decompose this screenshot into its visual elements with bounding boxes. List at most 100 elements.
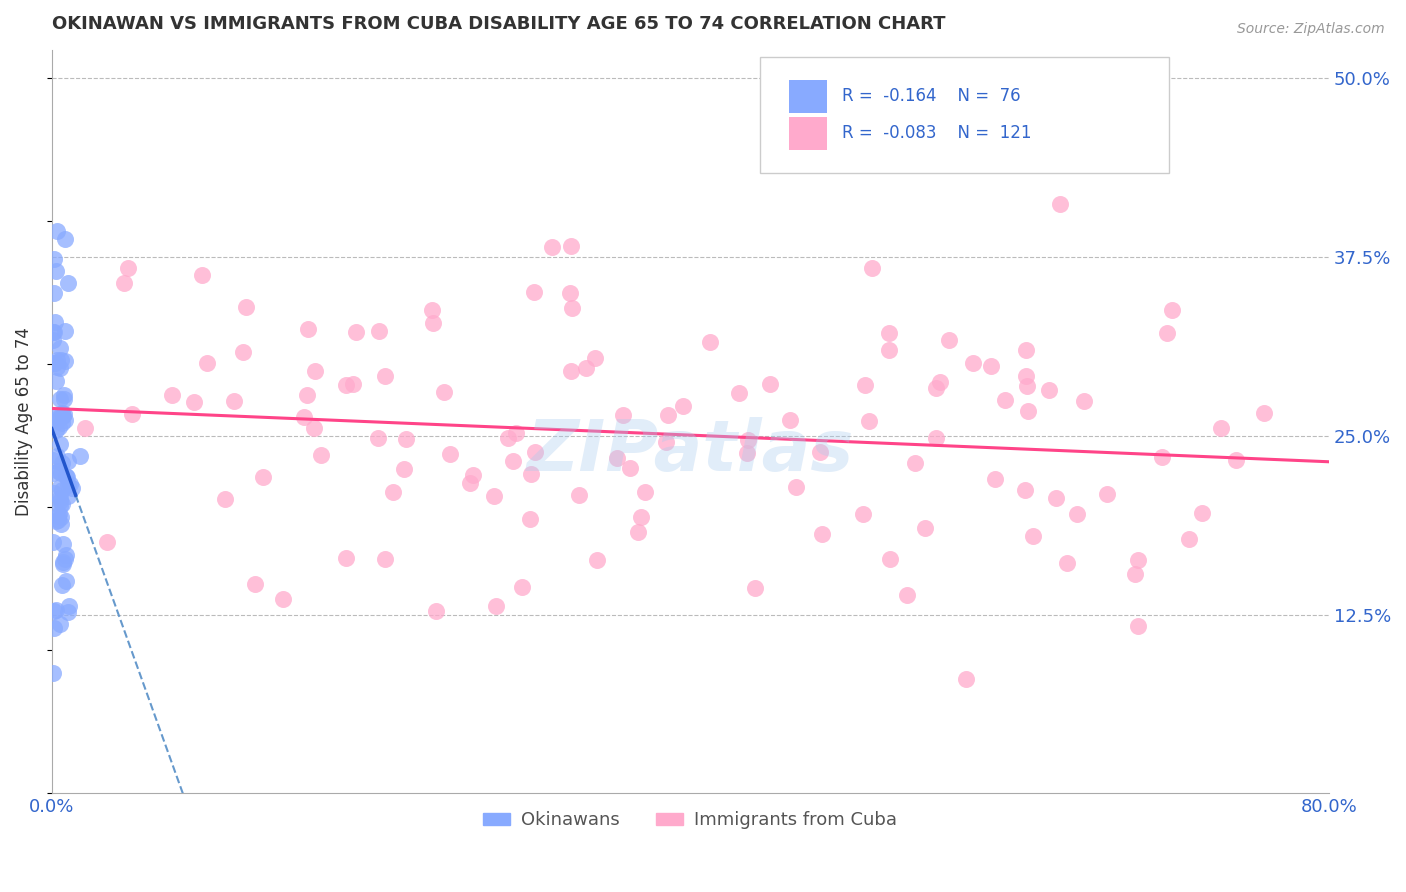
Point [183, 395, 205, 409]
Point [41, 665, 63, 680]
Y-axis label: Disability Age 65 to 74: Disability Age 65 to 74 [15, 327, 32, 516]
Point [523, 445, 546, 459]
Point [190, 268, 212, 283]
Point [45, 514, 67, 528]
Point [1156, 326, 1178, 341]
Point [560, 364, 582, 378]
Point [496, 431, 519, 445]
Point [56, 276, 79, 290]
Point [502, 454, 524, 468]
Text: Source: ZipAtlas.com: Source: ZipAtlas.com [1237, 22, 1385, 37]
Point [60, 481, 83, 495]
Point [1022, 529, 1045, 543]
Point [195, 356, 218, 370]
Point [45, 264, 67, 278]
Text: ZIPatlas: ZIPatlas [527, 417, 853, 486]
Point [49, 509, 72, 524]
Point [73, 421, 96, 435]
Point [45, 423, 67, 437]
Point [433, 384, 456, 399]
Point [1150, 450, 1173, 465]
Point [52, 555, 75, 569]
Point [41, 333, 63, 347]
Point [853, 378, 876, 392]
Point [896, 588, 918, 602]
Point [45, 411, 67, 425]
Point [58, 489, 80, 503]
Point [606, 451, 628, 466]
Point [335, 377, 357, 392]
Point [523, 285, 546, 300]
Text: OKINAWAN VS IMMIGRANTS FROM CUBA DISABILITY AGE 65 TO 74 CORRELATION CHART: OKINAWAN VS IMMIGRANTS FROM CUBA DISABIL… [52, 15, 945, 33]
Point [49, 361, 72, 376]
Point [879, 343, 901, 357]
Point [243, 577, 266, 591]
Point [980, 359, 1002, 373]
Legend: Okinawans, Immigrants from Cuba: Okinawans, Immigrants from Cuba [477, 804, 904, 837]
Point [304, 364, 326, 378]
Point [53, 388, 76, 402]
Point [382, 484, 405, 499]
Point [759, 376, 782, 391]
Point [235, 301, 257, 315]
Point [1161, 303, 1184, 318]
Point [612, 408, 634, 422]
Point [48, 513, 70, 527]
Point [58, 477, 80, 491]
Point [117, 261, 139, 276]
Point [52, 409, 75, 423]
Point [561, 301, 583, 316]
Point [583, 351, 606, 366]
Point [1126, 619, 1149, 633]
Point [744, 581, 766, 595]
Point [1191, 507, 1213, 521]
Point [1014, 483, 1036, 497]
Point [295, 387, 318, 401]
Point [519, 467, 541, 481]
Point [52, 557, 75, 571]
Point [862, 261, 884, 276]
Point [395, 432, 418, 446]
Point [541, 240, 564, 254]
Point [55, 232, 77, 246]
Point [51, 456, 73, 470]
Bar [789, 117, 827, 150]
Point [904, 456, 927, 470]
FancyBboxPatch shape [761, 57, 1170, 172]
Point [96, 535, 118, 549]
Point [485, 599, 508, 614]
Point [51, 483, 73, 497]
Point [58, 453, 80, 467]
Point [984, 472, 1007, 486]
Point [160, 388, 183, 402]
Point [42, 252, 65, 267]
Point [45, 352, 67, 367]
Point [879, 326, 901, 340]
Point [1253, 406, 1275, 420]
Point [55, 468, 77, 483]
Point [297, 322, 319, 336]
Point [49, 480, 72, 494]
Point [735, 446, 758, 460]
Point [51, 406, 73, 420]
Point [53, 413, 76, 427]
Point [42, 535, 65, 549]
Point [55, 470, 77, 484]
Point [1066, 508, 1088, 522]
Point [44, 315, 66, 329]
Point [1123, 566, 1146, 581]
Point [482, 489, 505, 503]
Point [41, 453, 63, 467]
Point [1209, 421, 1232, 435]
Point [785, 480, 807, 494]
Point [962, 356, 984, 370]
Point [214, 492, 236, 507]
Point [342, 377, 364, 392]
Point [879, 552, 901, 566]
Point [41, 325, 63, 339]
Point [925, 382, 948, 396]
Point [42, 285, 65, 300]
Point [374, 368, 396, 383]
Point [1177, 532, 1199, 546]
Point [655, 434, 678, 449]
